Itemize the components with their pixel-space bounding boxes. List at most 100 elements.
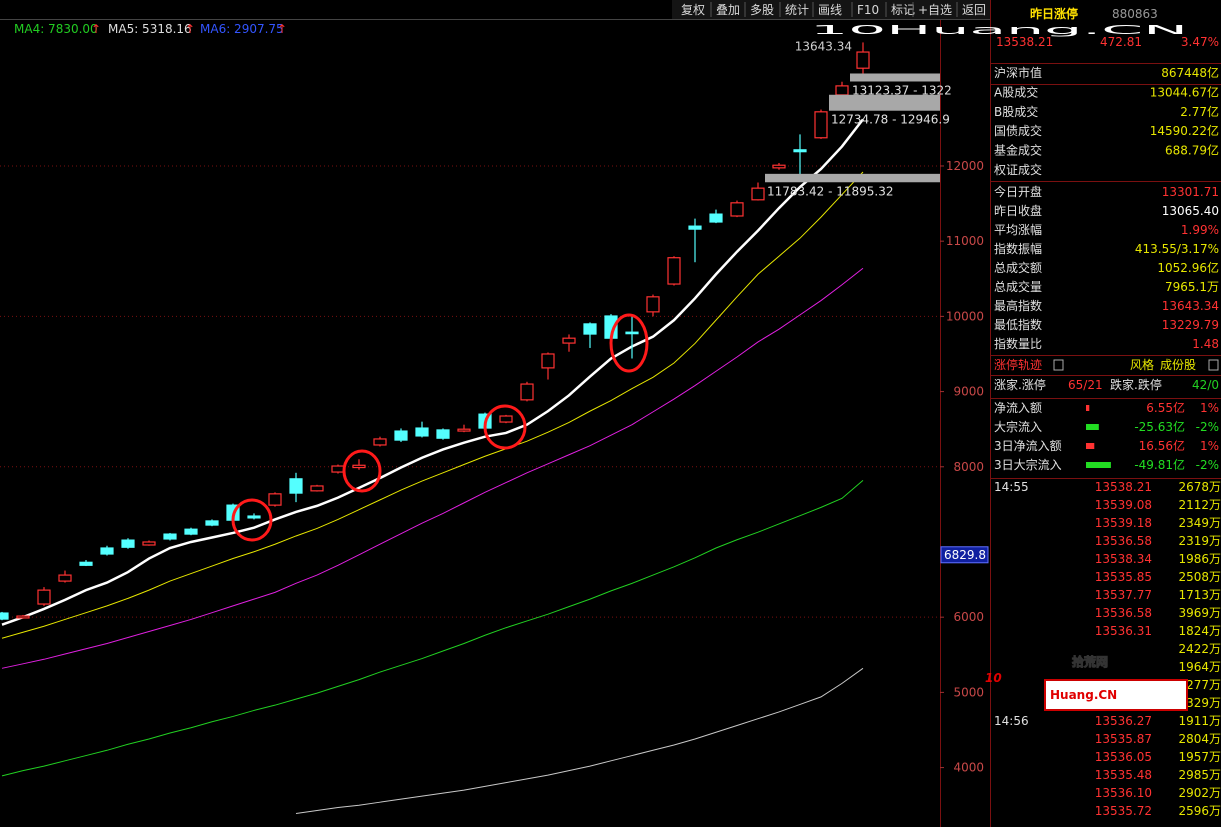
candle-body xyxy=(58,574,72,582)
gap-band xyxy=(765,173,940,183)
candle-body xyxy=(457,428,471,432)
flow-bar xyxy=(1086,424,1099,430)
candle-body xyxy=(205,520,219,526)
toolbar-button[interactable]: 多股 xyxy=(750,3,774,17)
stat-value: 13065.40 xyxy=(1162,204,1219,218)
candle-body xyxy=(520,383,534,401)
breadth-down-label: 跌家.跌停 xyxy=(1110,377,1162,392)
circle-marker xyxy=(483,404,527,450)
tick-volume: 2422万 xyxy=(1178,642,1221,656)
flow-label: 3日净流入额 xyxy=(994,439,1062,453)
flow-pct: 1% xyxy=(1200,401,1219,415)
candle-body xyxy=(835,85,849,96)
flow-value: 6.55亿 xyxy=(1146,400,1185,415)
legend-entry: MA6: 2907.75 xyxy=(200,22,284,36)
tick-price: 13535.48 xyxy=(1095,768,1152,782)
circle-marker xyxy=(609,313,649,373)
toolbar-button[interactable]: 复权 xyxy=(681,3,705,17)
limit-component[interactable]: 成份股 xyxy=(1160,358,1196,372)
stat-label: 总成交额 xyxy=(994,260,1042,275)
candle-body xyxy=(184,528,198,535)
y-tick-label: 4000 xyxy=(953,761,984,775)
stat-value: 13301.71 xyxy=(1162,185,1219,199)
candle-body xyxy=(772,164,786,169)
stat-label: 总成交量 xyxy=(994,279,1042,294)
market-label: 基金成交 xyxy=(994,143,1042,158)
tick-volume: 1713万 xyxy=(1178,588,1221,602)
market-value: 2.77亿 xyxy=(1180,104,1219,119)
candle-body xyxy=(100,547,114,555)
gap-label: 13123.37 - 1322 xyxy=(852,83,952,97)
candle-body xyxy=(730,202,744,217)
toolbar-button[interactable]: 统计 xyxy=(785,3,809,17)
toolbar-button[interactable]: 标记 xyxy=(891,3,915,17)
y-tick-label: 10000 xyxy=(946,309,984,323)
tick-time: 14:55 xyxy=(994,480,1029,494)
limit-title[interactable]: 涨停轨迹 xyxy=(994,357,1042,372)
candle-body xyxy=(37,589,51,605)
candle-body xyxy=(667,257,681,285)
candle-body xyxy=(751,187,765,201)
y-tick-label: 8000 xyxy=(953,460,984,474)
tick-volume: 1964万 xyxy=(1178,660,1221,674)
flow-bar xyxy=(1086,462,1111,468)
tick-price: 13539.08 xyxy=(1095,498,1152,512)
stat-label: 今日开盘 xyxy=(994,184,1042,199)
tick-volume: 3969万 xyxy=(1178,606,1221,620)
tick-volume: 2902万 xyxy=(1178,786,1221,800)
candle-body xyxy=(583,323,597,335)
y-tick-label: 6000 xyxy=(953,610,984,624)
tick-price: 13538.34 xyxy=(1095,552,1152,566)
flow-value: 16.56亿 xyxy=(1139,438,1185,453)
candle-body xyxy=(436,429,450,439)
stat-value: 1.48 xyxy=(1192,337,1219,351)
ma-line xyxy=(1,267,864,669)
tick-price: 13535.72 xyxy=(1095,804,1152,818)
candle-body xyxy=(793,149,807,153)
logo-url: Huang.CN xyxy=(1050,688,1117,702)
market-label: 沪深市值 xyxy=(994,65,1042,80)
tick-volume: 2596万 xyxy=(1178,804,1221,818)
candle-body xyxy=(499,415,513,423)
toolbar-button[interactable]: +自选 xyxy=(918,3,952,17)
candle-body xyxy=(79,561,93,566)
tick-volume: 3277万 xyxy=(1178,678,1221,692)
market-value: 688.79亿 xyxy=(1165,143,1219,158)
toolbar-button[interactable]: 叠加 xyxy=(716,3,740,17)
candle-body xyxy=(0,612,9,620)
tick-price: 13536.05 xyxy=(1095,750,1152,764)
tick-volume: 2112万 xyxy=(1178,498,1221,512)
watermarks: 10Huang.CN 10 拾荒网 Huang.CN xyxy=(810,23,1188,711)
toolbar-button[interactable]: F10 xyxy=(857,3,879,17)
stat-value: 7965.1万 xyxy=(1165,280,1219,294)
market-label: 权证成交 xyxy=(994,162,1042,177)
flow-pct: -2% xyxy=(1196,420,1219,434)
y-tick-label: 5000 xyxy=(953,685,984,699)
cursor-box xyxy=(940,546,989,564)
toolbar-button[interactable]: 画线 xyxy=(818,3,842,17)
market-label: B股成交 xyxy=(994,104,1038,119)
limit-style[interactable]: 风格 xyxy=(1130,357,1154,372)
logo-cn: 拾荒网 xyxy=(1072,654,1108,669)
tick-price: 13535.85 xyxy=(1095,570,1152,584)
breadth-down: 42/0 xyxy=(1192,378,1219,392)
flow-label: 大宗流入 xyxy=(994,419,1042,434)
high-label: 13643.34 xyxy=(795,39,852,53)
toolbar-button[interactable]: 返回 xyxy=(962,3,986,17)
breadth-up-label: 涨家.涨停 xyxy=(994,377,1046,392)
tick-volume: 1957万 xyxy=(1178,750,1221,764)
candle-body xyxy=(646,296,660,313)
tick-price: 13536.31 xyxy=(1095,624,1152,638)
tick-volume: 2349万 xyxy=(1178,516,1221,530)
tick-price: 13538.21 xyxy=(1095,480,1152,494)
candle-body xyxy=(415,427,429,437)
candle-body xyxy=(289,478,303,494)
breadth-up: 65/21 xyxy=(1068,378,1103,392)
limit-icon xyxy=(1053,359,1064,371)
candle-body xyxy=(331,465,345,473)
stat-value: 413.55/3.17% xyxy=(1135,242,1219,256)
stat-label: 指数量比 xyxy=(994,336,1042,351)
legend-arrow: ↑ xyxy=(185,22,195,36)
